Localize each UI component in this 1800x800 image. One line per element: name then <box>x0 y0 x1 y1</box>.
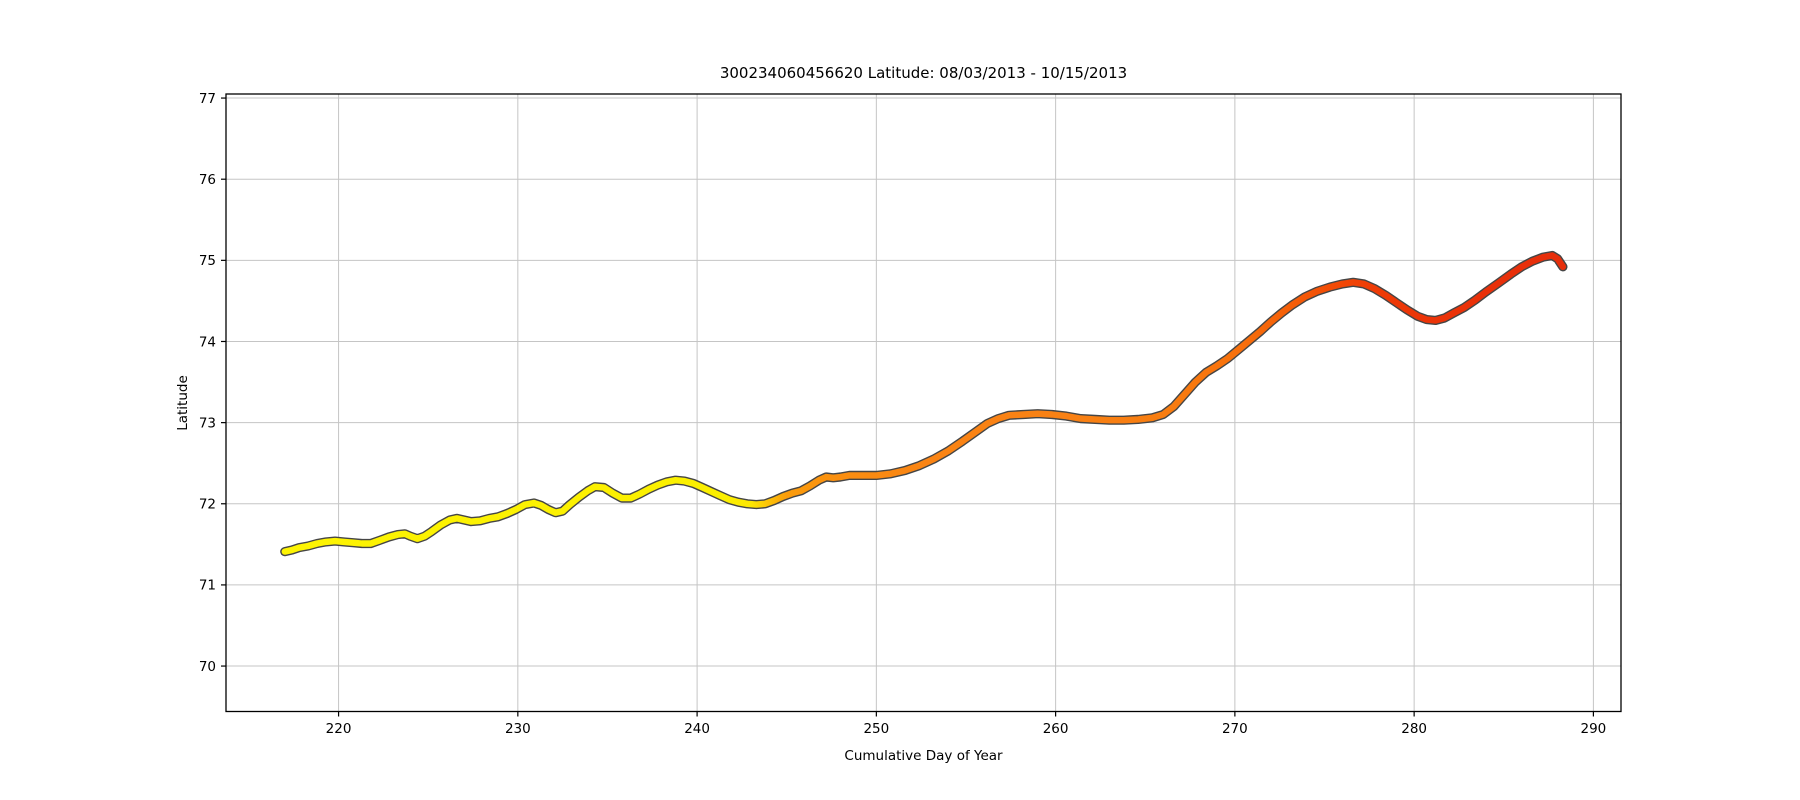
y-axis-label: Latitude <box>175 375 191 431</box>
x-tick-label: 230 <box>505 721 531 737</box>
y-tick-label: 72 <box>199 497 216 513</box>
y-tick-label: 73 <box>199 415 216 431</box>
y-tick-label: 75 <box>199 253 216 269</box>
latitude-track <box>281 252 1567 555</box>
x-tick-label: 270 <box>1222 721 1248 737</box>
grid-layer <box>226 94 1621 712</box>
y-tick-label: 74 <box>199 334 216 350</box>
x-tick-label: 240 <box>684 721 710 737</box>
x-tick-label: 220 <box>326 721 352 737</box>
track-marker-edges <box>280 250 1568 557</box>
x-tick-label: 260 <box>1043 721 1069 737</box>
x-tick-label: 290 <box>1581 721 1607 737</box>
y-tick-label: 77 <box>199 91 216 107</box>
tick-layer: 220 230 240 250 260 270 280 290 70 71 72 73 74 75 76 77 <box>199 91 1606 737</box>
y-tick-label: 71 <box>199 578 216 594</box>
x-axis-label: Cumulative Day of Year <box>844 748 1003 764</box>
y-tick-label: 70 <box>199 659 216 675</box>
chart-title: 300234060456620 Latitude: 08/03/2013 - 1… <box>720 64 1127 82</box>
x-tick-label: 250 <box>863 721 889 737</box>
y-tick-label: 76 <box>199 172 216 188</box>
x-tick-label: 280 <box>1401 721 1427 737</box>
plot-border <box>225 93 1622 713</box>
